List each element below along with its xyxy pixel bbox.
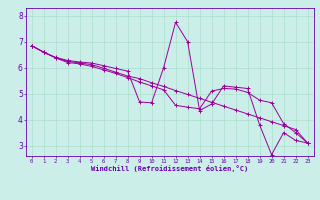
X-axis label: Windchill (Refroidissement éolien,°C): Windchill (Refroidissement éolien,°C) [91, 165, 248, 172]
